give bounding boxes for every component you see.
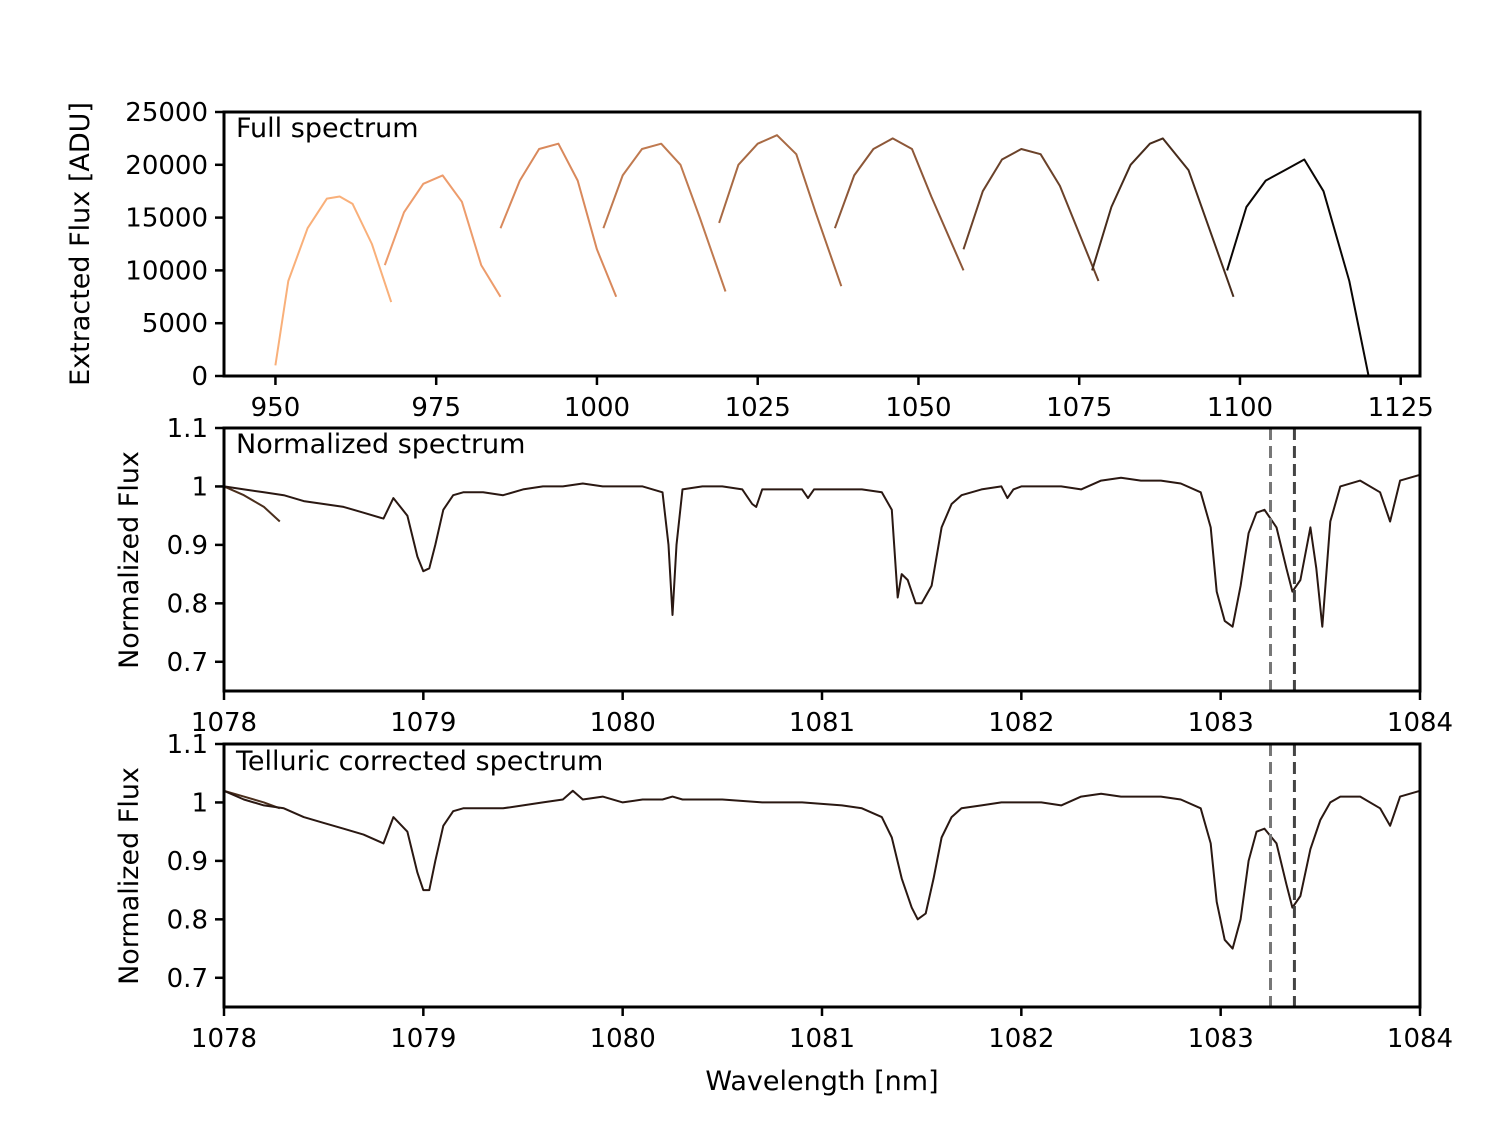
- full-spectrum-ytick-label-10000: 10000: [125, 256, 208, 286]
- telluric-spectrum-traces: [223, 789, 1421, 950]
- telluric-spectrum-y-label: Normalized Flux: [114, 767, 145, 985]
- telluric-spectrum-xtick-label-1083: 1083: [1188, 1024, 1254, 1054]
- full-spectrum-x-axis: 950 975 1000 1025 1050 1075 1100 1125: [251, 376, 1434, 423]
- telluric-spectrum-vlines: [1269, 744, 1296, 1007]
- full-spectrum-xtick-label-975: 975: [411, 393, 461, 423]
- telluric-spectrum-xtick-label-1078: 1078: [191, 1024, 257, 1054]
- telluric-spectrum-ytick-label-1: 1: [191, 788, 208, 818]
- full-spectrum-xtick-label-1075: 1075: [1046, 393, 1112, 423]
- telluric-spectrum-xtick-label-1079: 1079: [390, 1024, 456, 1054]
- full-spectrum-ytick-label-25000: 25000: [125, 98, 208, 128]
- full-spectrum-xtick-label-950: 950: [251, 393, 301, 423]
- telluric-spectrum-title: Telluric corrected spectrum: [235, 746, 603, 777]
- full-spectrum-series-order-6: [833, 137, 965, 271]
- full-spectrum-frame: [222, 110, 1422, 378]
- full-spectrum-ytick-label-5000: 5000: [142, 309, 208, 339]
- telluric-spectrum-ytick-label-0.7: 0.7: [167, 964, 208, 994]
- full-spectrum-xtick-label-1100: 1100: [1207, 393, 1273, 423]
- telluric-spectrum-frame: [222, 742, 1422, 1009]
- normalized-spectrum-y-axis: 0.7 0.8 0.9 1 1.1: [167, 414, 224, 678]
- normalized-spectrum-xtick-label-1082: 1082: [988, 708, 1054, 738]
- telluric-spectrum-ytick-label-1.1: 1.1: [167, 730, 208, 760]
- normalized-spectrum-ytick-label-1: 1: [191, 472, 208, 502]
- normalized-spectrum-series-previous-order: [223, 485, 281, 523]
- x-axis-label: Wavelength [nm]: [705, 1066, 938, 1097]
- full-spectrum-series-order-7: [962, 148, 1100, 282]
- normalized-spectrum-xtick-label-1083: 1083: [1188, 708, 1254, 738]
- normalized-spectrum-frame: [222, 426, 1422, 693]
- normalized-spectrum-ytick-label-0.9: 0.9: [167, 531, 208, 561]
- normalized-spectrum-ytick-label-0.8: 0.8: [167, 589, 208, 619]
- telluric-spectrum-series-previous-order: [223, 789, 281, 810]
- full-spectrum-title: Full spectrum: [236, 113, 419, 144]
- normalized-spectrum-x-axis: 1078 1079 1080 1081 1082 1083 1084: [191, 691, 1453, 738]
- full-spectrum-ytick-label-20000: 20000: [125, 151, 208, 181]
- full-spectrum-series-order-3: [499, 142, 618, 298]
- full-spectrum-series-order-2: [383, 174, 502, 298]
- full-spectrum-ytick-label-15000: 15000: [125, 204, 208, 234]
- full-spectrum-ytick-label-0: 0: [191, 362, 208, 392]
- telluric-spectrum-xtick-label-1082: 1082: [988, 1024, 1054, 1054]
- normalized-spectrum-xtick-label-1081: 1081: [789, 708, 855, 738]
- normalized-spectrum-xtick-label-1084: 1084: [1387, 708, 1453, 738]
- full-spectrum-xtick-label-1025: 1025: [725, 393, 791, 423]
- normalized-spectrum-xtick-label-1080: 1080: [590, 708, 656, 738]
- panel-normalized-spectrum: 1078 1079 1080 1081 1082 1083 1084 0.7 0.8 0.9 1 1…: [114, 414, 1453, 738]
- normalized-spectrum-ytick-label-0.7: 0.7: [167, 648, 208, 678]
- full-spectrum-traces: [274, 134, 1370, 377]
- full-spectrum-y-axis: 0 5000 10000 15000 20000 25000: [125, 98, 224, 392]
- full-spectrum-xtick-label-1050: 1050: [885, 393, 951, 423]
- full-spectrum-xtick-label-1000: 1000: [564, 393, 630, 423]
- full-spectrum-series-order-1: [274, 195, 393, 366]
- full-spectrum-y-label: Extracted Flux [ADU]: [65, 102, 96, 386]
- normalized-spectrum-xtick-label-1078: 1078: [191, 708, 257, 738]
- telluric-spectrum-series-spectrum: [223, 789, 1421, 950]
- telluric-spectrum-ytick-label-0.9: 0.9: [167, 847, 208, 877]
- full-spectrum-xtick-label-1125: 1125: [1368, 393, 1434, 423]
- normalized-spectrum-traces: [223, 473, 1421, 628]
- full-spectrum-series-order-8: [1091, 137, 1235, 298]
- normalized-spectrum-vlines: [1269, 428, 1296, 691]
- telluric-spectrum-xtick-label-1080: 1080: [590, 1024, 656, 1054]
- full-spectrum-series-order-9: [1226, 158, 1370, 377]
- telluric-spectrum-ytick-label-0.8: 0.8: [167, 905, 208, 935]
- normalized-spectrum-xtick-label-1079: 1079: [390, 708, 456, 738]
- panel-full-spectrum: 950 975 1000 1025 1050 1075 1100 1125 0 5000 1000…: [65, 98, 1434, 423]
- telluric-spectrum-xtick-label-1081: 1081: [789, 1024, 855, 1054]
- full-spectrum-series-order-4: [602, 142, 727, 292]
- normalized-spectrum-y-label: Normalized Flux: [114, 451, 145, 669]
- telluric-spectrum-xtick-label-1084: 1084: [1387, 1024, 1453, 1054]
- panel-telluric-corrected-spectrum: 1078 1079 1080 1081 1082 1083 1084 0.7 0.8 0.9 1 1…: [114, 730, 1453, 1097]
- telluric-spectrum-y-axis: 0.7 0.8 0.9 1 1.1: [167, 730, 224, 994]
- normalized-spectrum-series-spectrum: [223, 473, 1421, 628]
- normalized-spectrum-title: Normalized spectrum: [236, 429, 525, 460]
- normalized-spectrum-ytick-label-1.1: 1.1: [167, 414, 208, 444]
- full-spectrum-series-order-5: [718, 134, 843, 287]
- telluric-spectrum-x-axis: 1078 1079 1080 1081 1082 1083 1084: [191, 1007, 1453, 1054]
